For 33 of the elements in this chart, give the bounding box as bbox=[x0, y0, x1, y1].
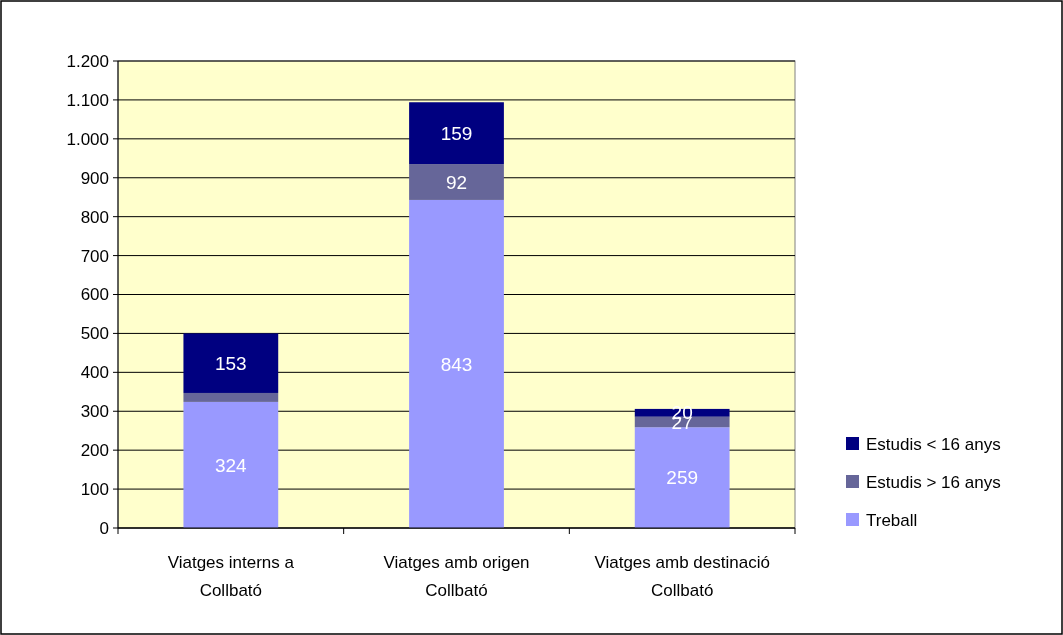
bar bbox=[183, 401, 279, 528]
x-tick-label: Viatges amb destinació Collbató bbox=[594, 553, 770, 600]
bar bbox=[409, 102, 504, 165]
bar bbox=[183, 392, 279, 402]
data-label: 92 bbox=[445, 171, 468, 193]
y-tick-label: 1.000 bbox=[66, 129, 109, 149]
y-tick-label: 200 bbox=[80, 441, 109, 461]
legend-label: Estudis < 16 anys bbox=[866, 434, 1001, 454]
y-tick-label: 0 bbox=[99, 518, 109, 538]
y-tick-label: 100 bbox=[80, 480, 109, 500]
y-tick-label: 1.200 bbox=[66, 51, 109, 71]
data-label: 259 bbox=[666, 467, 699, 489]
y-tick-label: 400 bbox=[80, 363, 109, 383]
y-tick-label: 600 bbox=[80, 285, 109, 305]
legend-label: Treball bbox=[866, 510, 918, 530]
bar bbox=[409, 199, 504, 528]
data-label: 153 bbox=[214, 352, 247, 374]
y-tick-label: 700 bbox=[80, 246, 109, 266]
x-tick-label: Viatges interns a Collbató bbox=[167, 553, 295, 600]
bar bbox=[634, 427, 730, 528]
bar bbox=[409, 164, 504, 200]
y-tick-label: 500 bbox=[80, 324, 109, 344]
y-tick-label: 300 bbox=[80, 402, 109, 422]
data-label: 159 bbox=[440, 122, 473, 144]
x-tick-label: Viatges amb origen Collbató bbox=[383, 553, 530, 600]
legend-label: Estudis > 16 anys bbox=[866, 472, 1001, 492]
data-label: 843 bbox=[440, 353, 473, 375]
y-tick-label: 1.100 bbox=[66, 90, 109, 110]
bar bbox=[634, 408, 730, 417]
data-label: 324 bbox=[214, 454, 248, 476]
y-tick-label: 800 bbox=[80, 207, 109, 227]
y-tick-label: 900 bbox=[80, 168, 109, 188]
bar bbox=[183, 333, 279, 393]
